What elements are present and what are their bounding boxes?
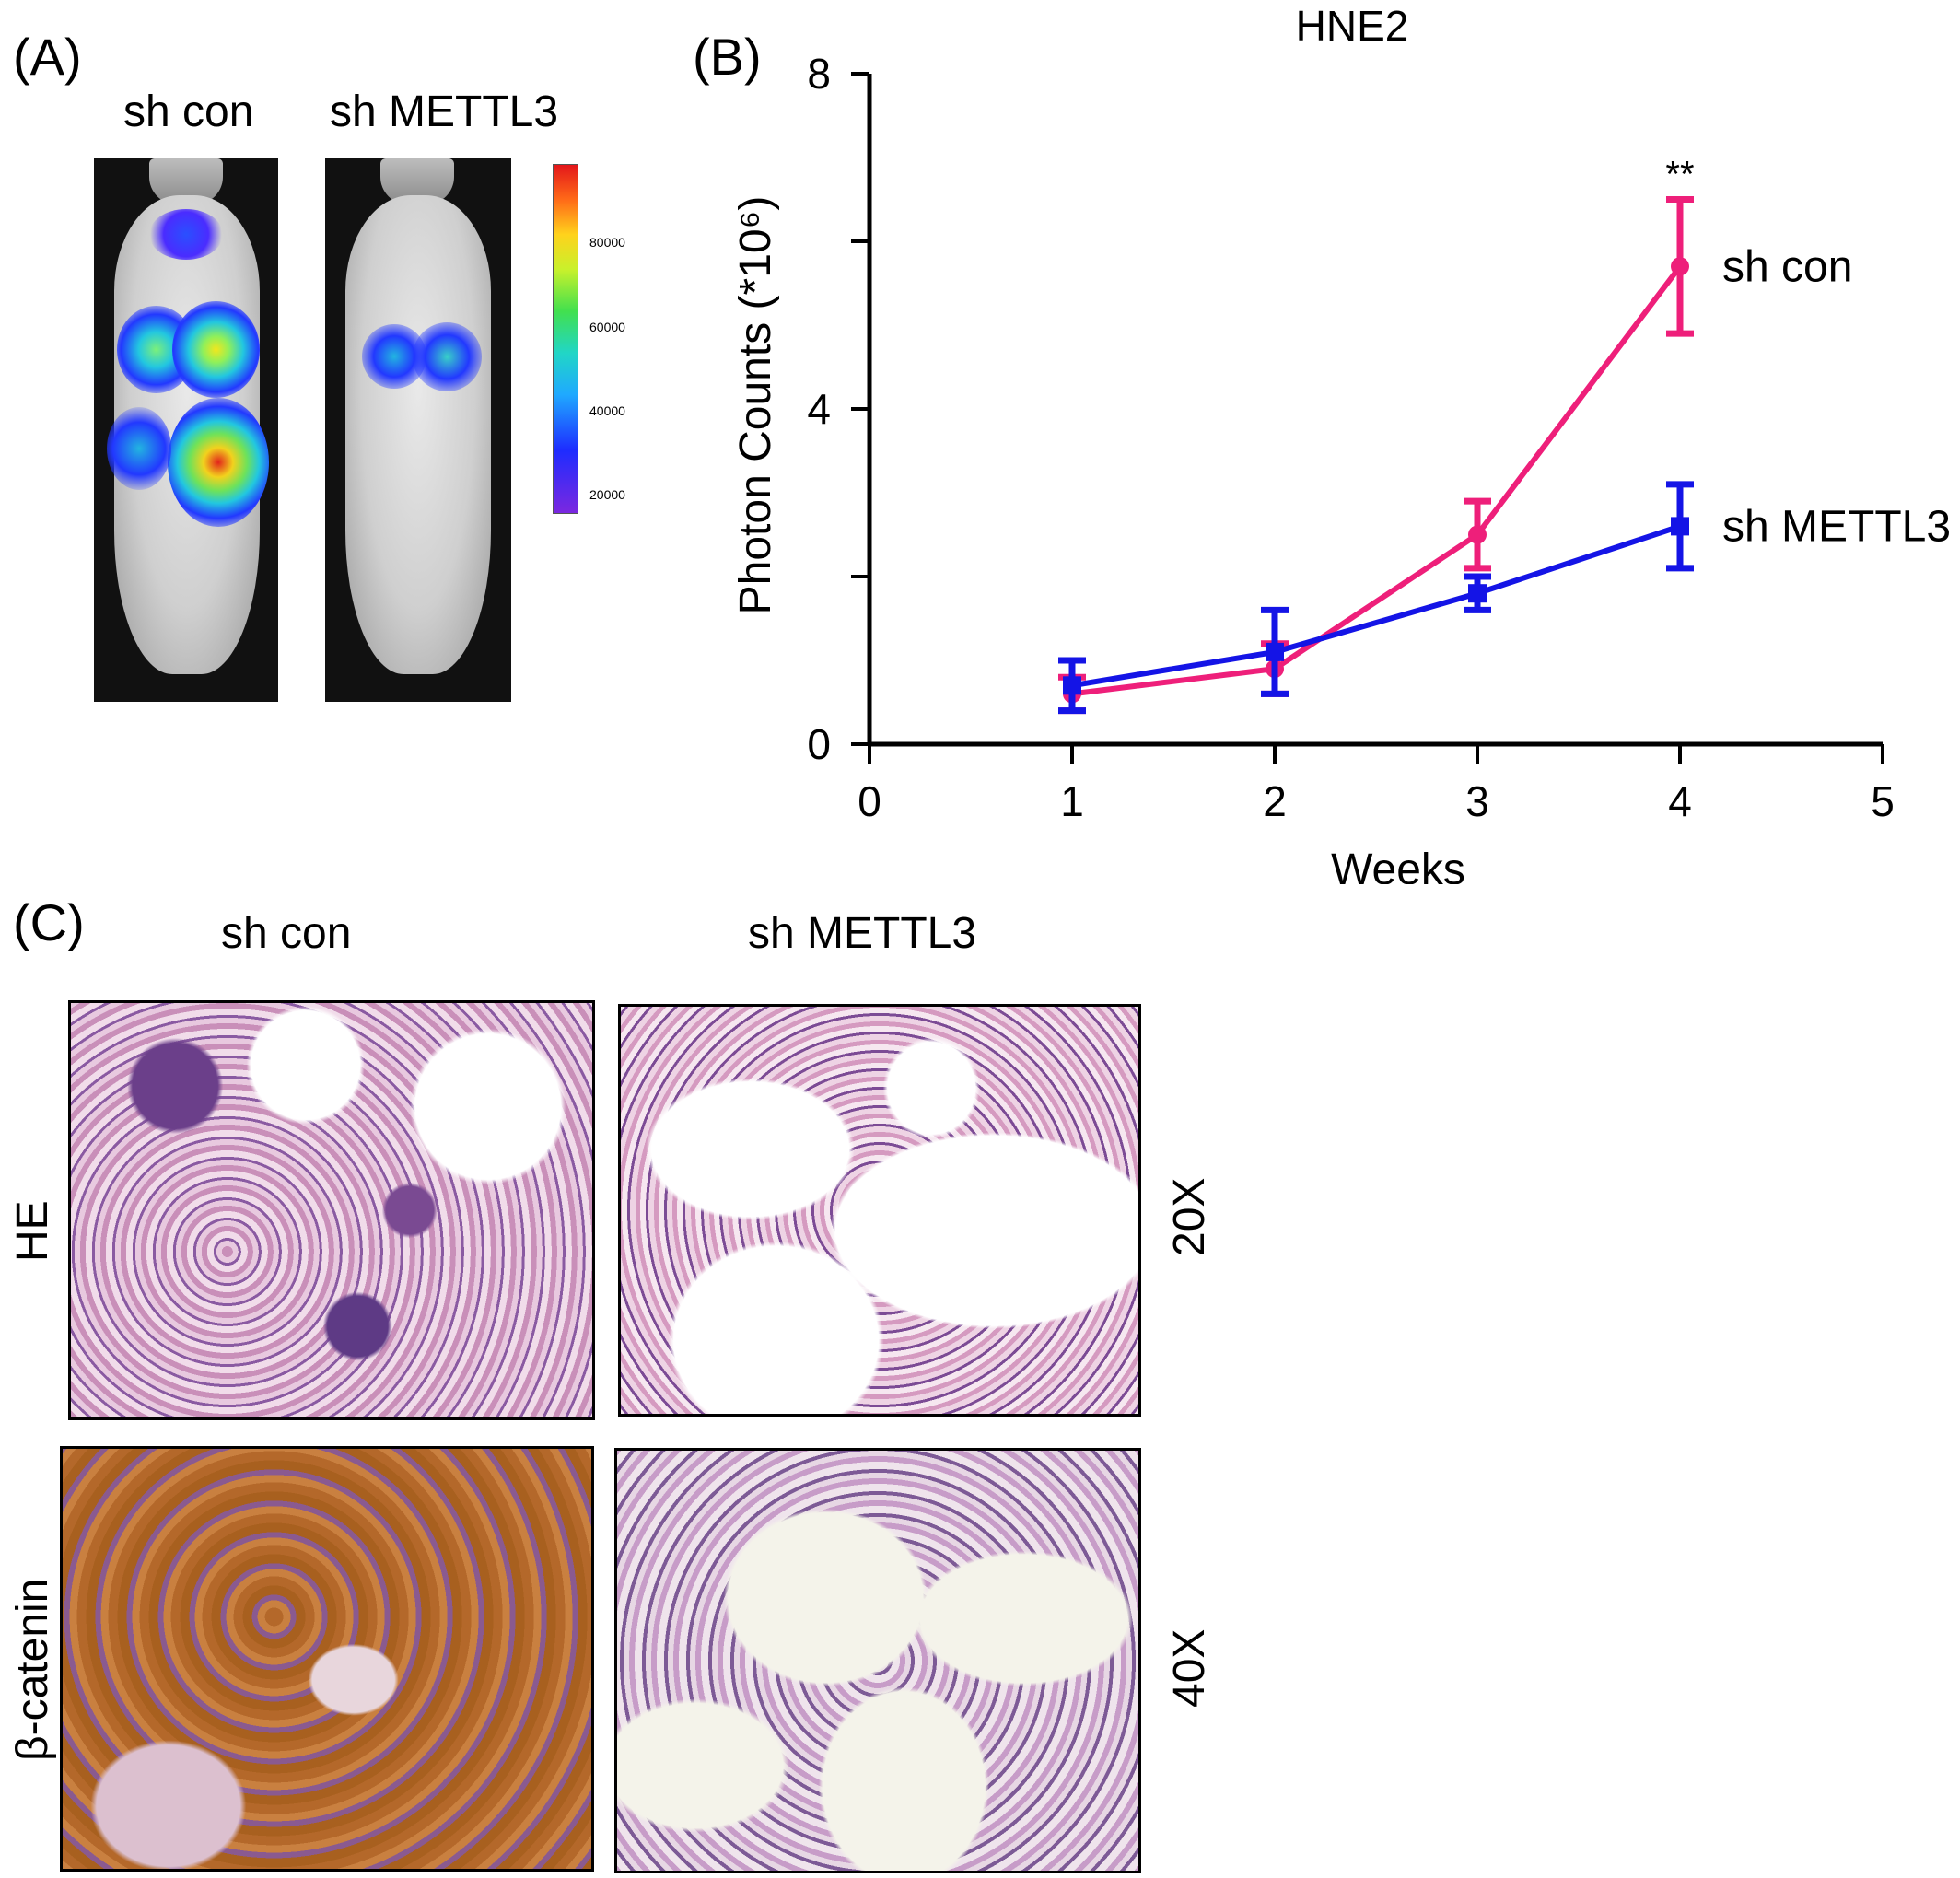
colorbar-tick: 80000 [589,235,625,250]
colorbar-tick: 20000 [589,487,625,502]
panel-a-letter: (A) [13,28,82,86]
x-tick-label: 5 [1871,777,1895,825]
beta-catenin-image-sh-con [60,1446,594,1872]
x-tick-label: 3 [1465,777,1489,825]
x-tick-label: 0 [858,777,881,825]
magnification-40x: 40X [1165,1628,1214,1708]
panel-c-letter: (C) [13,893,85,951]
y-tick-label: 8 [807,50,831,98]
panel-a-label-sh-mettl3: sh METTL3 [330,87,559,136]
series-label: sh METTL3 [1722,502,1951,551]
data-point [1671,257,1689,276]
panel-c-col-sh-mettl3: sh METTL3 [748,909,977,958]
panel-c-col-sh-con: sh con [221,909,352,958]
panel-b-letter: (B) [693,28,762,86]
mouse-image-sh-mettl3 [325,158,511,702]
x-tick-label: 4 [1668,777,1692,825]
colorbar-tick: 40000 [589,403,625,418]
data-point [1468,525,1487,544]
magnification-20x: 20X [1165,1177,1214,1256]
series-line [1071,523,1681,689]
y-axis-label: Photon Counts (*10⁶) [731,196,780,615]
y-tick-label: 4 [807,385,831,433]
beta-catenin-image-sh-mettl3 [614,1448,1141,1873]
chart-title: HNE2 [1296,2,1409,50]
series-label: sh con [1722,242,1852,291]
panel-a-label-sh-con: sh con [123,87,254,136]
x-tick-label: 2 [1263,777,1287,825]
signal-head [149,209,223,260]
signal-abdomen [168,398,269,527]
row-label-he: HE [8,1200,57,1262]
series-line [1071,264,1683,697]
line-chart: 0 1 2 3 4 5 0 4 8 HNE2 Weeks Photon Counts (*10⁶) sh… [731,2,1951,884]
colorbar [553,164,578,514]
x-tick-label: 1 [1060,777,1084,825]
significance-annotation: ** [1665,155,1694,195]
signal-left-flank [107,407,171,490]
row-label-beta-catenin: β-catenin [8,1578,57,1761]
data-point [1468,584,1487,603]
he-image-sh-mettl3 [618,1004,1141,1417]
x-axis-label: Weeks [1331,846,1465,884]
y-tick-label: 0 [807,720,831,768]
data-point [1063,676,1081,695]
colorbar-tick: 60000 [589,320,625,334]
mouse-image-sh-con [94,158,278,702]
he-image-sh-con [68,1000,595,1420]
data-point [1671,517,1689,536]
mouse-body [345,195,491,674]
data-point [1266,642,1284,661]
signal-chest-right [172,301,260,398]
signal-chest-right [413,322,482,391]
